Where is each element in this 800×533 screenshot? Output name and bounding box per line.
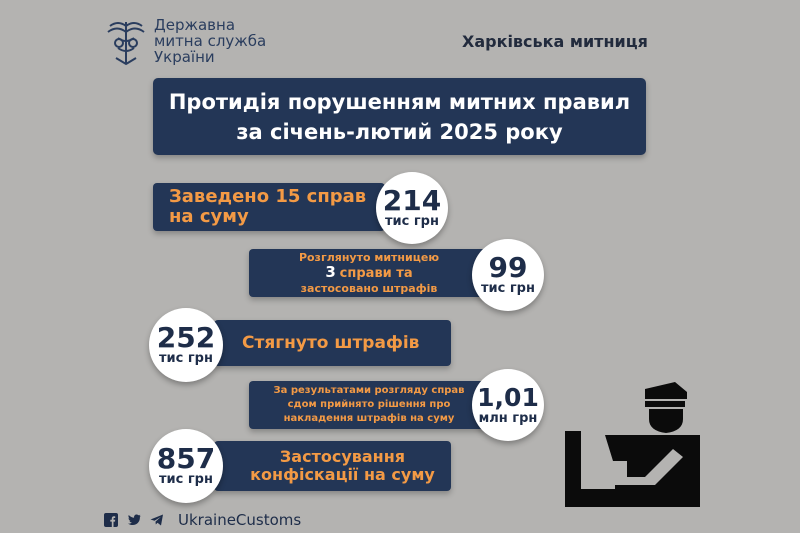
footer: UkraineCustoms: [104, 511, 301, 529]
reviewed-bar: Розглянуто митницею 3 справи та застосов…: [249, 249, 489, 297]
cases-text-2: на суму: [169, 206, 249, 227]
title-box: Протидія порушенням митних правил за січ…: [153, 78, 646, 155]
cases-value: 214: [382, 184, 442, 217]
customs-officer-icon: [565, 377, 711, 507]
cases-bar: Заведено 15 справ на суму: [153, 183, 385, 231]
reviewed-text-3: застосовано штрафів: [300, 282, 438, 295]
logo-line-3: України: [154, 48, 215, 66]
reviewed-text-2-row: 3 справи та: [325, 263, 413, 282]
confiscation-value: 857: [156, 442, 216, 475]
reviewed-value: 99: [488, 251, 528, 284]
reviewed-count: 3: [325, 263, 336, 281]
twitter-icon[interactable]: [127, 513, 141, 527]
cases-unit: тис грн: [385, 214, 439, 229]
reviewed-circle: 99 тис грн: [472, 239, 544, 311]
confiscation-text-2: конфіскації на суму: [250, 465, 435, 484]
court-value: 1,01: [477, 383, 539, 412]
logo-text: Державна митна служба України: [154, 17, 266, 65]
logo-line-1: Державна: [154, 16, 236, 34]
title-line-1: Протидія порушенням митних правил: [168, 89, 631, 114]
court-circle: 1,01 млн грн: [472, 369, 544, 441]
collected-circle: 252 тис грн: [149, 308, 223, 382]
collected-unit: тис грн: [159, 351, 213, 366]
collected-text: Стягнуто штрафів: [242, 333, 420, 353]
confiscation-bar: Застосування конфіскації на суму: [214, 441, 451, 491]
collected-value: 252: [156, 321, 216, 354]
region-name: Харківська митниця: [462, 32, 648, 51]
court-text-3: накладення штрафів на суму: [283, 413, 455, 424]
logo-line-2: митна служба: [154, 32, 267, 50]
reviewed-unit: тис грн: [481, 281, 535, 296]
cases-circle: 214 тис грн: [376, 172, 448, 244]
customs-emblem-icon: [104, 16, 148, 68]
court-text-2: сдом прийнято рішення про: [287, 399, 451, 410]
reviewed-text-1: Розглянуто митницею: [298, 251, 440, 264]
confiscation-unit: тис грн: [159, 472, 213, 487]
court-bar: За результатами розгляду справ сдом прий…: [249, 381, 489, 429]
facebook-icon[interactable]: [104, 513, 118, 527]
court-text-1: За результатами розгляду справ: [273, 385, 465, 396]
cases-text-1: Заведено 15 справ: [169, 186, 367, 207]
reviewed-text-2b: справи та: [339, 266, 413, 281]
collected-bar: Стягнуто штрафів: [214, 320, 451, 366]
confiscation-text-1: Застосування: [279, 447, 406, 466]
title-line-2: за січень-лютий 2025 року: [236, 119, 563, 144]
court-unit: млн грн: [478, 411, 538, 426]
telegram-icon[interactable]: [150, 513, 164, 527]
social-handle[interactable]: UkraineCustoms: [178, 511, 302, 529]
confiscation-circle: 857 тис грн: [149, 429, 223, 503]
